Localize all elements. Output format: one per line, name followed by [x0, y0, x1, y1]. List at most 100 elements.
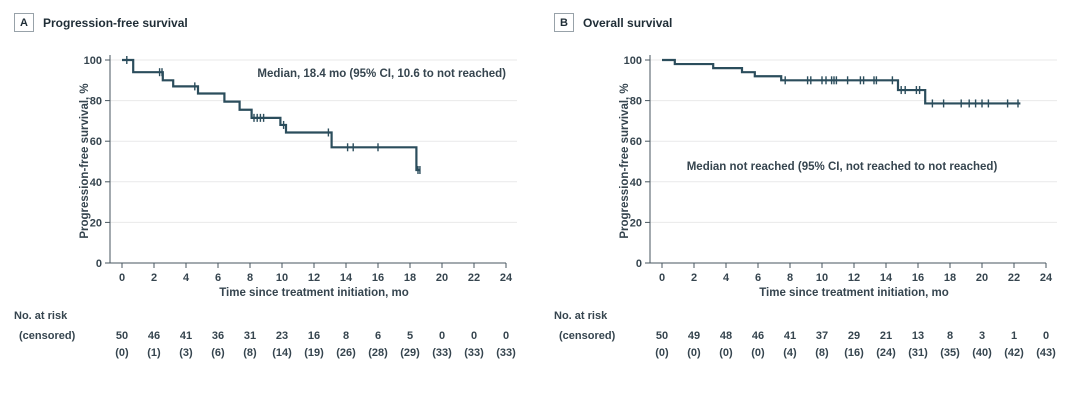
- risk-table-label: No. at risk: [554, 310, 608, 322]
- at-risk-count: 48: [720, 330, 732, 342]
- at-risk-count: 6: [375, 330, 381, 342]
- x-tick-label: 4: [183, 272, 190, 284]
- censored-count: (26): [336, 347, 356, 359]
- censored-count: (0): [655, 347, 669, 359]
- censored-count: (35): [940, 347, 960, 359]
- x-tick-label: 2: [691, 272, 697, 284]
- at-risk-count: 8: [343, 330, 349, 342]
- y-tick-label: 80: [90, 96, 102, 108]
- at-risk-count: 13: [912, 330, 924, 342]
- x-tick-label: 16: [912, 272, 924, 284]
- x-axis-title: Time since treatment initiation, mo: [759, 287, 949, 299]
- x-tick-label: 16: [372, 272, 384, 284]
- censored-count: (6): [211, 347, 225, 359]
- at-risk-count: 1: [1011, 330, 1017, 342]
- censored-count: (8): [815, 347, 829, 359]
- censored-count: (42): [1004, 347, 1024, 359]
- y-axis-title: Progression-free survival, %: [619, 83, 631, 238]
- censored-count: (31): [908, 347, 928, 359]
- at-risk-count: 31: [244, 330, 256, 342]
- censored-count: (29): [400, 347, 420, 359]
- at-risk-count: 50: [656, 330, 668, 342]
- at-risk-count: 0: [471, 330, 477, 342]
- x-tick-label: 20: [436, 272, 448, 284]
- x-tick-label: 6: [755, 272, 761, 284]
- censored-count: (0): [751, 347, 765, 359]
- at-risk-count: 50: [116, 330, 128, 342]
- panel-title: Progression-free survival: [43, 15, 188, 30]
- y-axis-title: Progression-free survival, %: [79, 83, 91, 238]
- x-tick-label: 18: [404, 272, 416, 284]
- at-risk-count: 5: [407, 330, 413, 342]
- censored-count: (14): [272, 347, 292, 359]
- at-risk-count: 21: [880, 330, 892, 342]
- x-tick-label: 12: [848, 272, 860, 284]
- y-tick-label: 60: [630, 136, 642, 148]
- x-tick-label: 2: [151, 272, 157, 284]
- at-risk-count: 37: [816, 330, 828, 342]
- panel-title: Overall survival: [583, 15, 673, 30]
- at-risk-count: 46: [148, 330, 160, 342]
- x-tick-label: 24: [1040, 272, 1053, 284]
- at-risk-count: 41: [784, 330, 796, 342]
- censored-count: (33): [464, 347, 484, 359]
- censored-count: (28): [368, 347, 388, 359]
- x-tick-label: 14: [340, 272, 353, 284]
- x-tick-label: 8: [787, 272, 793, 284]
- x-tick-label: 8: [247, 272, 253, 284]
- censored-count: (40): [972, 347, 992, 359]
- x-tick-label: 10: [816, 272, 828, 284]
- y-tick-label: 80: [630, 96, 642, 108]
- panel-letter-badge: B: [554, 13, 574, 32]
- censored-count: (3): [179, 347, 193, 359]
- y-tick-label: 40: [90, 177, 102, 189]
- at-risk-count: 0: [1043, 330, 1049, 342]
- at-risk-count: 49: [688, 330, 700, 342]
- risk-table-censored-label: (censored): [19, 330, 76, 342]
- at-risk-count: 41: [180, 330, 192, 342]
- censored-count: (8): [243, 347, 257, 359]
- panel-progression-free-survival: A Progression-free survival 0 20 40 60 80 100…: [14, 13, 517, 359]
- y-tick-label: 20: [90, 217, 102, 229]
- censored-count: (1): [147, 347, 161, 359]
- panel-a-header: A Progression-free survival: [14, 13, 188, 32]
- median-annotation: Median, 18.4 mo (95% CI, 10.6 to not rea…: [257, 68, 506, 80]
- censored-count: (43): [1036, 347, 1056, 359]
- x-tick-label: 14: [880, 272, 893, 284]
- y-tick-label: 60: [90, 136, 102, 148]
- at-risk-count: 8: [947, 330, 953, 342]
- median-annotation: Median not reached (95% CI, not reached …: [687, 161, 998, 173]
- x-tick-label: 10: [276, 272, 288, 284]
- x-tick-label: 20: [976, 272, 988, 284]
- x-tick-label: 6: [215, 272, 221, 284]
- at-risk-count: 23: [276, 330, 288, 342]
- x-tick-label: 22: [468, 272, 480, 284]
- censored-count: (0): [719, 347, 733, 359]
- panel-overall-survival: B Overall survival 0 20 40 60 80 100 0 2 4 6 8 10 12…: [540, 0, 1080, 400]
- panel-b-header: B Overall survival: [554, 13, 672, 32]
- censored-count: (16): [844, 347, 864, 359]
- y-tick-label: 100: [84, 55, 102, 67]
- censored-count: (4): [783, 347, 797, 359]
- x-tick-label: 22: [1008, 272, 1020, 284]
- panel-letter-badge: A: [14, 13, 34, 32]
- y-tick-label: 20: [630, 217, 642, 229]
- x-tick-label: 12: [308, 272, 320, 284]
- x-tick-label: 18: [944, 272, 956, 284]
- risk-table-label: No. at risk: [14, 310, 68, 322]
- x-tick-label: 0: [659, 272, 665, 284]
- censored-count: (0): [115, 347, 129, 359]
- risk-table-censored-label: (censored): [559, 330, 616, 342]
- censored-count: (33): [432, 347, 452, 359]
- at-risk-count: 3: [979, 330, 985, 342]
- x-axis-title: Time since treatment initiation, mo: [219, 287, 409, 299]
- at-risk-count: 16: [308, 330, 320, 342]
- km-curve: [662, 58, 1021, 105]
- censored-count: (33): [496, 347, 516, 359]
- censored-count: (19): [304, 347, 324, 359]
- censored-count: (24): [876, 347, 896, 359]
- at-risk-count: 46: [752, 330, 764, 342]
- x-tick-label: 4: [723, 272, 730, 284]
